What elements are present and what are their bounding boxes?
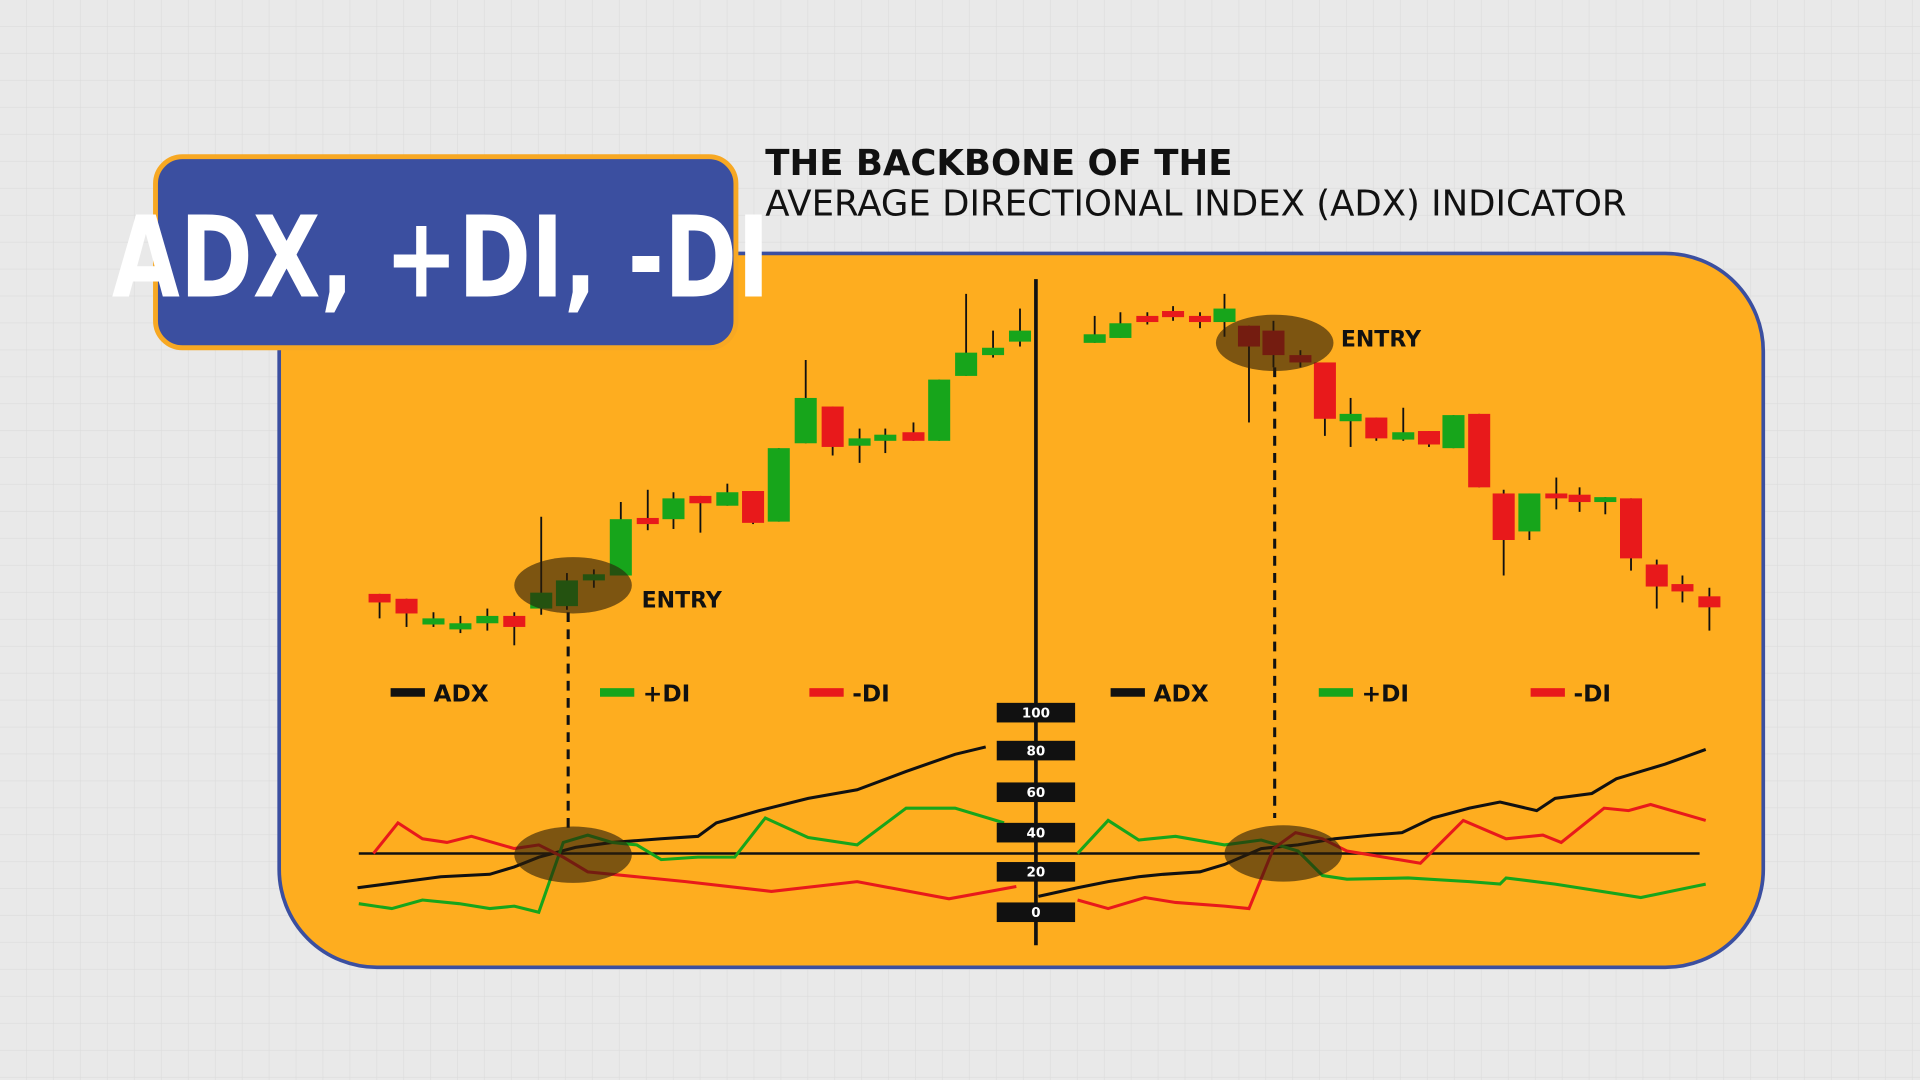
candle-body <box>1671 584 1694 592</box>
scale-label: 60 <box>1027 786 1046 801</box>
scale-box <box>996 782 1076 803</box>
plus-di-line <box>1076 818 1707 900</box>
entry-label: ENTRY <box>1341 328 1422 353</box>
scale-label: 100 <box>1022 707 1050 722</box>
legend-swatch <box>600 688 635 697</box>
candle-body <box>476 615 499 624</box>
candle-body <box>395 598 418 614</box>
candle-body <box>1568 494 1591 503</box>
candle-body <box>902 432 925 441</box>
candle-body <box>1162 311 1185 318</box>
candle-body <box>982 347 1005 356</box>
chart-panel <box>277 251 1766 970</box>
title: ADX, +DI, -DI <box>112 192 770 324</box>
candle-body <box>609 519 632 576</box>
candle-body <box>1083 334 1106 343</box>
candle-body <box>1109 323 1132 338</box>
legend-label: ADX <box>433 681 488 708</box>
legend-label: +DI <box>643 681 690 708</box>
scale-label: 40 <box>1027 827 1046 842</box>
candle-body <box>928 379 951 441</box>
candle-body <box>368 593 391 603</box>
title-box <box>153 154 739 351</box>
candle-body <box>636 517 659 525</box>
candle-body <box>1645 564 1668 587</box>
candle-body <box>449 623 472 630</box>
candle-body <box>1468 413 1491 488</box>
candle-body <box>1594 497 1617 503</box>
scale-box <box>996 902 1076 923</box>
candle-body <box>794 397 817 444</box>
candle-body <box>1392 432 1415 440</box>
adx-line <box>357 745 987 890</box>
scale-label: 0 <box>1031 906 1040 921</box>
candle-body <box>1136 315 1159 323</box>
adx-line <box>1038 747 1707 898</box>
candle-body <box>742 491 765 523</box>
candle-body <box>1188 315 1212 323</box>
legend-label: -DI <box>1573 681 1611 708</box>
candle-body <box>767 448 790 522</box>
scale-box <box>996 702 1076 723</box>
candle-body <box>1365 417 1388 439</box>
candle-body <box>1008 330 1032 342</box>
scale-box <box>996 740 1076 761</box>
illustration: ENTRY ENTRY ADX +DI -DI ADX +DI -DI 100 80 60 40 20 0 <box>357 279 1721 946</box>
candle-body <box>503 615 526 627</box>
candle-body <box>1339 413 1362 422</box>
candle-body <box>1620 498 1643 559</box>
legend-swatch <box>1530 688 1565 697</box>
legend-label: ADX <box>1153 681 1208 708</box>
legend-swatch <box>390 688 425 697</box>
candle-body <box>1417 431 1440 445</box>
subtitle-line: THE BACKBONE OF THE <box>765 143 1232 184</box>
legend-swatch <box>809 688 844 697</box>
candle-body <box>422 618 445 625</box>
candle-body <box>955 352 978 376</box>
scale-box <box>996 862 1076 882</box>
candle-body <box>1313 362 1336 419</box>
candle-body <box>821 406 844 447</box>
candle-body <box>848 438 871 446</box>
candle-body <box>689 495 712 504</box>
scale-label: 20 <box>1027 866 1046 881</box>
candle-body <box>1698 596 1721 608</box>
candle-body <box>1492 493 1515 540</box>
scale-label: 80 <box>1027 745 1046 760</box>
candle-body <box>662 498 685 520</box>
candle-body <box>1442 415 1465 449</box>
candle-body <box>1545 493 1568 499</box>
minus-di-line <box>1077 802 1707 911</box>
entry-label: ENTRY <box>642 588 723 613</box>
legend-swatch <box>1110 688 1145 697</box>
entry-highlight <box>1215 314 1334 372</box>
scale-box <box>996 822 1076 843</box>
entry-highlight <box>514 557 632 614</box>
candle-body <box>716 492 739 506</box>
candle-body <box>1213 308 1236 323</box>
entry-highlight <box>1224 825 1343 882</box>
entry-highlight <box>514 826 632 883</box>
subtitle-line: AVERAGE DIRECTIONAL INDEX (ADX) INDICATO… <box>765 184 1626 225</box>
legend-swatch <box>1318 688 1354 697</box>
candle-body <box>874 434 897 441</box>
candle-body <box>1518 493 1541 532</box>
legend-label: +DI <box>1362 681 1409 708</box>
legend-label: -DI <box>852 681 890 708</box>
